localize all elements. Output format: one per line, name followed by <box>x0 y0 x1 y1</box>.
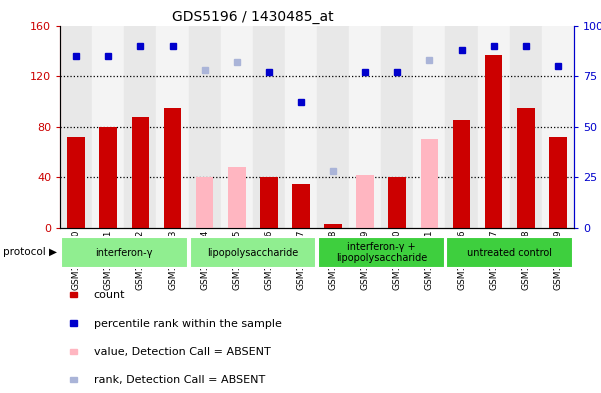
Bar <box>318 237 445 268</box>
Bar <box>542 26 574 228</box>
Bar <box>60 26 92 228</box>
Text: untreated control: untreated control <box>467 248 552 257</box>
Bar <box>196 177 213 228</box>
Bar <box>478 26 510 228</box>
Bar <box>70 292 77 298</box>
Text: rank, Detection Call = ABSENT: rank, Detection Call = ABSENT <box>94 375 265 385</box>
Bar <box>356 175 374 228</box>
Bar <box>61 237 188 268</box>
Bar <box>253 26 285 228</box>
Bar <box>156 26 189 228</box>
Bar <box>189 26 221 228</box>
Text: count: count <box>94 290 125 300</box>
Text: interferon-γ: interferon-γ <box>96 248 153 257</box>
Bar <box>67 137 85 228</box>
Bar <box>124 26 156 228</box>
Bar <box>549 137 567 228</box>
Bar <box>325 224 342 228</box>
Bar <box>447 237 573 268</box>
Bar <box>421 140 438 228</box>
Bar <box>445 26 478 228</box>
Bar <box>92 26 124 228</box>
Text: protocol ▶: protocol ▶ <box>3 247 57 257</box>
Bar <box>99 127 117 228</box>
Bar <box>485 55 502 228</box>
Bar <box>228 167 246 228</box>
Bar <box>221 26 253 228</box>
Bar <box>163 108 182 228</box>
Bar <box>453 120 471 228</box>
Bar <box>317 26 349 228</box>
Text: lipopolysaccharide: lipopolysaccharide <box>207 248 299 257</box>
Text: percentile rank within the sample: percentile rank within the sample <box>94 319 281 329</box>
Bar <box>413 26 445 228</box>
Bar <box>349 26 381 228</box>
Bar <box>285 26 317 228</box>
Bar <box>189 237 316 268</box>
Text: value, Detection Call = ABSENT: value, Detection Call = ABSENT <box>94 347 270 357</box>
Bar <box>260 177 278 228</box>
Text: GDS5196 / 1430485_at: GDS5196 / 1430485_at <box>172 10 333 24</box>
Bar <box>292 184 310 228</box>
Bar <box>510 26 542 228</box>
Bar <box>517 108 535 228</box>
Bar <box>381 26 413 228</box>
Bar <box>70 349 77 354</box>
Bar <box>70 320 77 326</box>
Text: interferon-γ +
lipopolysaccharide: interferon-γ + lipopolysaccharide <box>335 242 427 263</box>
Bar <box>70 377 77 382</box>
Bar <box>388 177 406 228</box>
Bar <box>132 117 149 228</box>
